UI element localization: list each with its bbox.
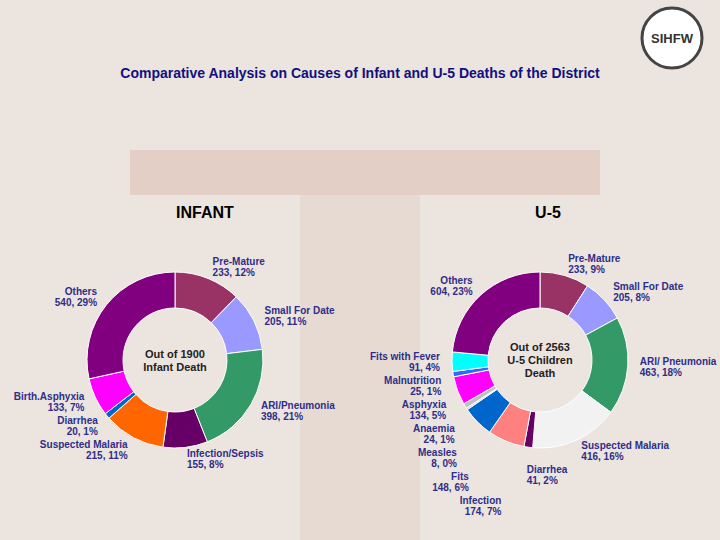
data-label-value: 148, 6%	[432, 482, 469, 493]
data-label-value: 174, 7%	[465, 506, 502, 517]
data-label-value: 416, 16%	[581, 451, 623, 462]
data-label-name: Fits with Fever	[370, 351, 440, 362]
data-label-name: Suspected Malaria	[40, 439, 128, 450]
data-label-value: 134, 5%	[410, 410, 447, 421]
slice	[163, 408, 207, 448]
data-label: Others604, 23%	[430, 275, 473, 297]
data-label-value: 8, 0%	[431, 458, 457, 469]
data-label: Birth.Asphyxia133, 7%	[14, 391, 85, 413]
data-label-name: Infection	[460, 495, 502, 506]
data-label: Suspected Malaria215, 11%	[40, 439, 128, 461]
data-label-name: Diarrhea	[527, 464, 568, 475]
data-label: Anaemia24, 1%	[413, 423, 455, 445]
center-label: Infant Death	[143, 361, 207, 373]
data-label-name: Diarrhea	[57, 415, 98, 426]
data-label: Others540, 29%	[55, 286, 98, 308]
data-label: Infection174, 7%	[460, 495, 502, 517]
center-label: U-5 Children	[507, 354, 573, 366]
data-label-name: Asphyxia	[402, 399, 447, 410]
data-label-value: 233, 12%	[213, 267, 255, 278]
data-label-value: 604, 23%	[430, 286, 472, 297]
data-label-name: Fits	[451, 471, 469, 482]
data-label: Pre-Mature233, 12%	[213, 256, 266, 278]
gate-band	[130, 150, 600, 195]
data-label-name: Measles	[418, 447, 457, 458]
data-label-value: 233, 9%	[568, 264, 605, 275]
center-label: Out of 2563	[510, 341, 570, 353]
data-labels: Pre-Mature233, 12% Small For Date205, 11%…	[14, 256, 335, 470]
data-label-value: 540, 29%	[55, 297, 97, 308]
data-label-name: ARI/ Pneumonia	[640, 356, 717, 367]
data-labels: Pre-Mature233, 9% Small For Date205, 8% AR…	[370, 253, 717, 517]
data-label-value: 155, 8%	[187, 459, 224, 470]
data-label-name: Small For Date	[265, 305, 335, 316]
donut-chart: U-5Out of 2563U-5 ChildrenDeathPre-Matur…	[370, 204, 717, 517]
data-label: ARI/ Pneumonia463, 18%	[640, 356, 717, 378]
data-label: Measles8, 0%	[418, 447, 457, 469]
logo-ring	[642, 8, 702, 68]
chart-root: Comparative Analysis on Causes of Infant…	[0, 0, 720, 540]
data-label-name: Pre-Mature	[213, 256, 266, 267]
data-label: Small For Date205, 11%	[265, 305, 335, 327]
data-label-name: Others	[65, 286, 98, 297]
data-label: ARI/Pneumonia398, 21%	[261, 400, 335, 422]
logo: SIHFW	[642, 8, 702, 68]
canvas: Comparative Analysis on Causes of Infant…	[0, 0, 720, 540]
data-label-name: Suspected Malaria	[581, 440, 669, 451]
data-label-value: 25, 1%	[410, 386, 441, 397]
data-label-name: Infection/Sepsis	[187, 448, 264, 459]
data-label-value: 24, 1%	[424, 434, 455, 445]
data-label-value: 133, 7%	[48, 402, 85, 413]
data-label: Fits148, 6%	[432, 471, 469, 493]
data-label-value: 20, 1%	[67, 426, 98, 437]
data-label-name: Pre-Mature	[568, 253, 621, 264]
data-label: Pre-Mature233, 9%	[568, 253, 621, 275]
donut-chart: INFANTOut of 1900Infant DeathPre-Mature2…	[14, 204, 335, 470]
chart-title: INFANT	[176, 204, 234, 221]
data-label-value: 398, 21%	[261, 411, 303, 422]
data-label-value: 463, 18%	[640, 367, 682, 378]
logo-text: SIHFW	[651, 31, 694, 46]
data-label: Small For Date205, 8%	[613, 281, 683, 303]
data-label-value: 215, 11%	[86, 450, 128, 461]
center-label: Out of 1900	[145, 348, 205, 360]
slice	[211, 297, 262, 354]
data-label: Fits with Fever91, 4%	[370, 351, 440, 373]
slices	[87, 272, 263, 448]
data-label-name: Anaemia	[413, 423, 455, 434]
data-label: Suspected Malaria416, 16%	[581, 440, 669, 462]
data-label: Diarrhea20, 1%	[57, 415, 98, 437]
chart-title: U-5	[535, 204, 561, 221]
background	[0, 0, 720, 540]
data-label: Malnutrition25, 1%	[384, 375, 441, 397]
data-label: Diarrhea41, 2%	[527, 464, 568, 486]
page-title: Comparative Analysis on Causes of Infant…	[120, 65, 600, 81]
center-label: Death	[525, 367, 556, 379]
data-label-name: ARI/Pneumonia	[261, 400, 335, 411]
data-label: Infection/Sepsis155, 8%	[187, 448, 264, 470]
data-label-value: 205, 11%	[265, 316, 307, 327]
data-label-name: Small For Date	[613, 281, 683, 292]
data-label-value: 91, 4%	[409, 362, 440, 373]
background-fill	[0, 0, 720, 540]
data-label-value: 41, 2%	[527, 475, 558, 486]
data-label-name: Birth.Asphyxia	[14, 391, 85, 402]
slices	[452, 272, 628, 448]
data-label: Asphyxia134, 5%	[402, 399, 447, 421]
gate-pillar	[300, 195, 420, 540]
data-label-name: Malnutrition	[384, 375, 441, 386]
data-label-name: Others	[440, 275, 473, 286]
data-label-value: 205, 8%	[613, 292, 650, 303]
